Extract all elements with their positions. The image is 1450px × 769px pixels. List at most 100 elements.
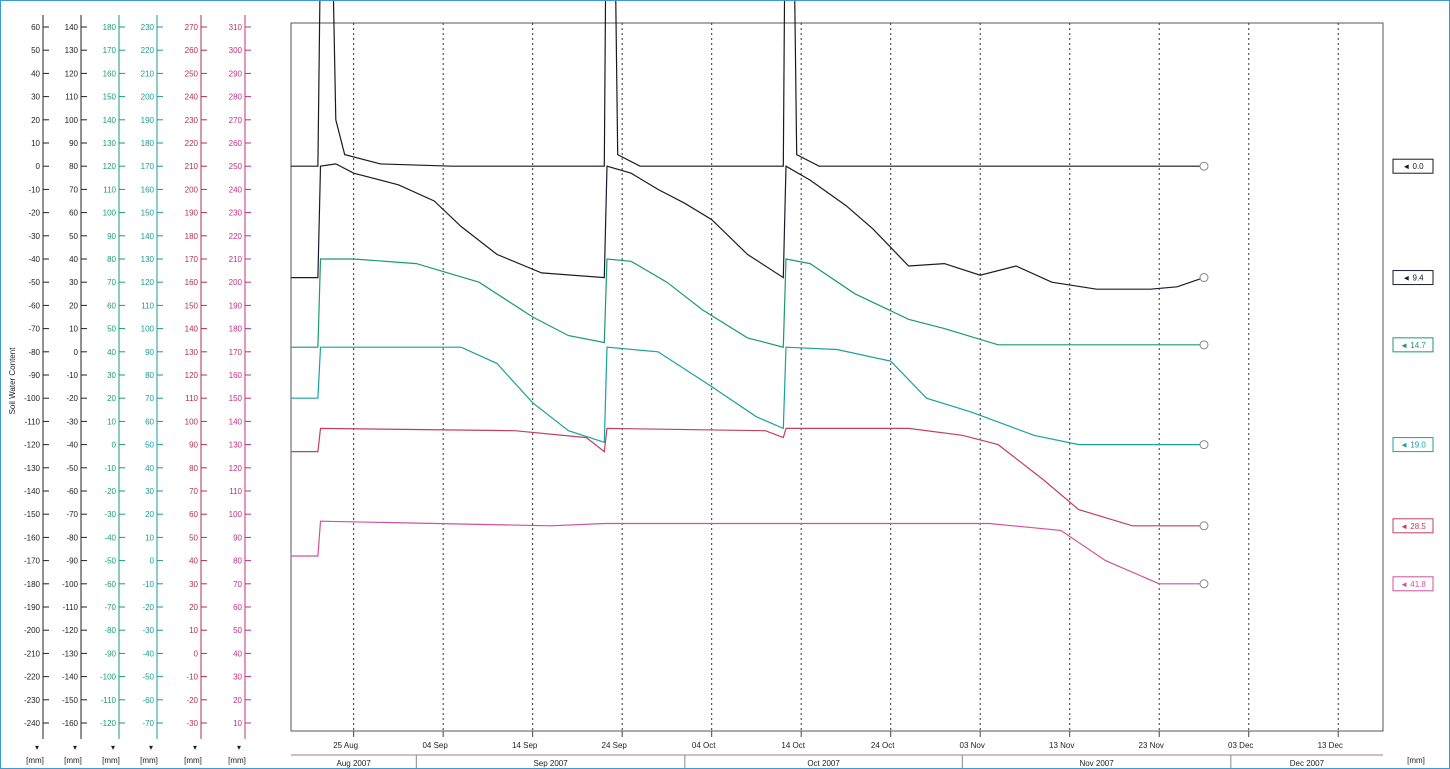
- y-tick-label: -220: [24, 673, 41, 682]
- y-axis-marker: ▾: [193, 743, 197, 752]
- y-tick-label: 40: [233, 649, 242, 658]
- y-tick-label: 160: [141, 185, 155, 194]
- y-tick-label: 20: [145, 510, 154, 519]
- series-line: [291, 427, 1204, 527]
- y-tick-label: -90: [66, 557, 78, 566]
- y-tick-label: 90: [107, 232, 116, 241]
- y-tick-label: 170: [141, 162, 155, 171]
- y-tick-label: -150: [62, 696, 79, 705]
- x-tick-label: 04 Sep: [422, 741, 448, 750]
- y-tick-label: 90: [145, 348, 154, 357]
- y-tick-label: -160: [62, 719, 79, 728]
- y-axis-unit: [mm]: [184, 756, 202, 765]
- series-tag-box: [1392, 437, 1434, 453]
- y-tick-label: -230: [24, 696, 41, 705]
- y-tick-label: -70: [142, 719, 154, 728]
- y-tick-label: 280: [229, 93, 243, 102]
- y-tick-label: -30: [104, 510, 116, 519]
- y-tick-label: -100: [100, 673, 117, 682]
- series-endpoint: [1199, 273, 1209, 283]
- y-tick-label: 160: [103, 69, 117, 78]
- y-tick-label: 10: [69, 325, 78, 334]
- y-tick-label: -90: [28, 371, 40, 380]
- y-tick-label: -190: [24, 603, 41, 612]
- y-tick-label: 110: [103, 185, 116, 194]
- series-tag-box: [1392, 337, 1434, 353]
- y-tick-label: 290: [229, 69, 243, 78]
- y-tick-label: 100: [185, 417, 199, 426]
- y-tick-label: 90: [69, 139, 78, 148]
- y-axis-marker: ▾: [149, 743, 153, 752]
- y-tick-label: 240: [229, 185, 243, 194]
- y-tick-label: 130: [103, 139, 117, 148]
- x-tick-label: 04 Oct: [692, 741, 716, 750]
- y-tick-label: 50: [189, 533, 198, 542]
- y-tick-label: -60: [142, 696, 154, 705]
- y-axis-unit: [mm]: [140, 756, 158, 765]
- y-tick-label: 180: [141, 139, 155, 148]
- y-tick-label: -30: [28, 232, 40, 241]
- series-tag-label: ◄ 14.7: [1400, 341, 1426, 350]
- y-tick-label: -40: [28, 255, 40, 264]
- y-tick-label: 70: [69, 185, 78, 194]
- y-tick-label: 200: [141, 93, 155, 102]
- y-tick-label: -40: [142, 649, 154, 658]
- y-tick-label: 170: [229, 348, 243, 357]
- y-tick-label: 60: [107, 301, 116, 310]
- y-tick-label: 130: [141, 255, 155, 264]
- y-tick-label: 120: [103, 162, 117, 171]
- y-tick-label: -10: [186, 673, 198, 682]
- y-axis-marker: ▾: [237, 743, 241, 752]
- y-tick-label: 210: [141, 69, 155, 78]
- y-tick-label: 150: [141, 209, 155, 218]
- y-tick-label: 110: [229, 487, 242, 496]
- y-axis-unit: [mm]: [26, 756, 44, 765]
- y-tick-label: 170: [103, 46, 117, 55]
- y-tick-label: 10: [145, 533, 154, 542]
- y-tick-label: -120: [24, 441, 41, 450]
- month-label: Oct 2007: [807, 759, 840, 768]
- y-axis-6: 310 300 290 280 270 260 250 240 230 220 210 200 190 1…: [228, 15, 251, 765]
- y-tick-label: 140: [103, 116, 117, 125]
- series-tag-box: [1392, 576, 1434, 592]
- y-tick-label: 0: [150, 557, 155, 566]
- series-tag: ◄ 0.0: [1392, 158, 1434, 174]
- month-label: Sep 2007: [533, 759, 568, 768]
- y-axis-1: 60 50 40 30 20 10 0 -10 -20 -30 -40 -50 -60 -70 -80 -90…: [24, 15, 49, 765]
- series-tag: ◄ 41.8: [1392, 576, 1434, 592]
- y-tick-label: 20: [233, 696, 242, 705]
- y-tick-label: -120: [100, 719, 117, 728]
- y-tick-label: -200: [24, 626, 41, 635]
- series-tag-label: ◄ 0.0: [1402, 162, 1424, 171]
- y-tick-label: 100: [103, 209, 117, 218]
- series-line: [291, 163, 1205, 290]
- y-tick-label: 180: [185, 232, 199, 241]
- series-tag-label: ◄ 9.4: [1402, 274, 1424, 283]
- y-tick-label: -130: [24, 464, 41, 473]
- y-tick-label: 120: [141, 278, 155, 287]
- y-tick-label: -100: [24, 394, 41, 403]
- y-tick-label: 130: [65, 46, 79, 55]
- y-tick-label: -130: [62, 649, 79, 658]
- series-line: [291, 346, 1204, 446]
- x-tick-label: 14 Oct: [781, 741, 805, 750]
- y-tick-label: -110: [63, 603, 79, 612]
- y-tick-label: 300: [229, 46, 243, 55]
- y-tick-label: 10: [31, 139, 40, 148]
- y-tick-label: 140: [65, 23, 79, 32]
- y-tick-label: 180: [229, 325, 243, 334]
- y-tick-label: 20: [31, 116, 40, 125]
- series-tag-box: [1392, 518, 1434, 534]
- y-tick-label: 190: [229, 301, 243, 310]
- x-tick-label: 13 Nov: [1049, 741, 1074, 750]
- series-line: [291, 258, 1204, 348]
- y-tick-label: 120: [65, 69, 79, 78]
- y-tick-label: 150: [103, 93, 117, 102]
- y-tick-label: 30: [189, 580, 198, 589]
- y-axis-4: 2302202102001901801701601501401301201101…: [140, 15, 163, 765]
- y-tick-label: -80: [104, 626, 116, 635]
- y-tick-label: 20: [107, 394, 116, 403]
- y-tick-label: -50: [66, 464, 78, 473]
- y-tick-label: 230: [141, 23, 155, 32]
